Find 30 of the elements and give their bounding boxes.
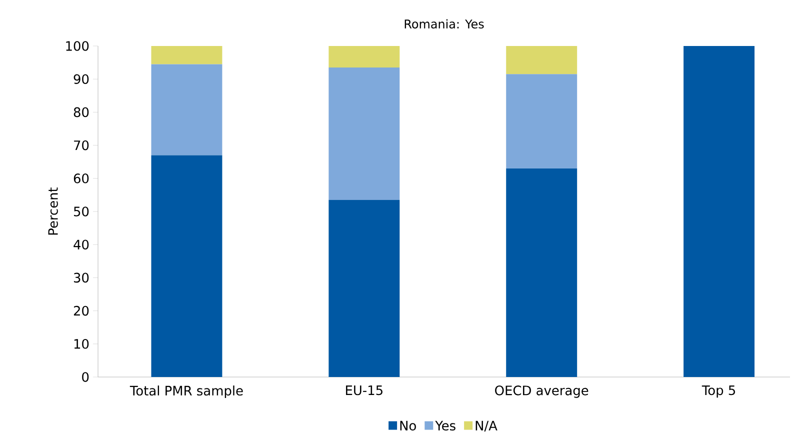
bar [151, 155, 222, 377]
legend-label: No [400, 420, 416, 431]
y-tick-label: 70 [74, 140, 89, 150]
y-tick-label: 30 [74, 272, 89, 283]
y-tick-label: 20 [74, 306, 89, 316]
bar [506, 168, 578, 377]
x-tick-label: EU-15 [346, 386, 382, 396]
bar [151, 46, 222, 64]
bar [506, 46, 578, 74]
legend-label: Yes [435, 420, 456, 431]
bar [328, 68, 400, 200]
y-tick-label: 0 [82, 372, 89, 382]
bar [328, 46, 400, 68]
y-tick-label: 90 [74, 74, 89, 84]
legend-label: N/A [476, 420, 498, 432]
y-tick-label: 10 [74, 339, 89, 349]
chart-title: Romania: Yes [404, 19, 484, 28]
bar [506, 74, 578, 168]
y-tick-label: 50 [74, 206, 89, 216]
y-tick-label: 100 [66, 41, 89, 51]
x-tick-label: Total PMR sample [130, 386, 243, 398]
x-tick-label: OECD average [495, 386, 588, 398]
y-tick-label: 40 [74, 240, 89, 250]
y-tick-label: 80 [74, 107, 89, 118]
y-tick-label: 60 [74, 174, 89, 184]
bar [684, 46, 755, 377]
y-axis-title: Percent [48, 187, 58, 235]
bar [328, 200, 400, 377]
x-tick-label: Top 5 [702, 386, 735, 398]
bar [151, 64, 222, 156]
